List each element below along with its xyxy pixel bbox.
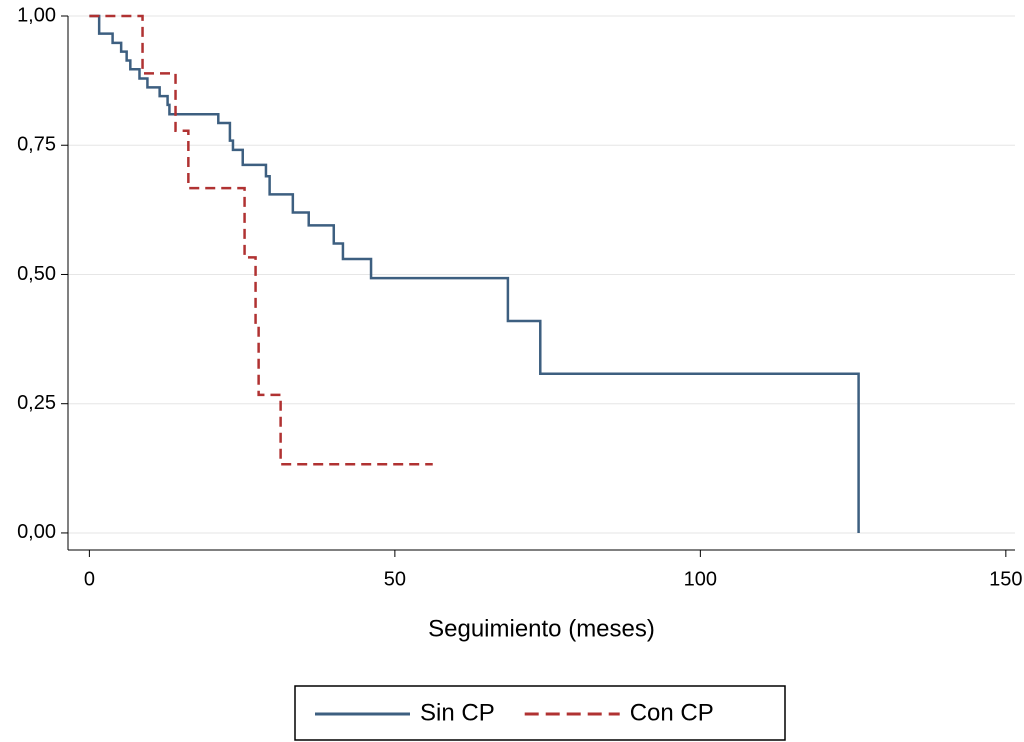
y-tick-label: 0,75 (17, 134, 56, 156)
x-axis-title: Seguimiento (meses) (428, 615, 655, 642)
legend-label: Sin CP (420, 699, 495, 726)
x-tick-label: 100 (684, 568, 717, 590)
x-tick-label: 150 (989, 568, 1022, 590)
legend-label: Con CP (630, 699, 714, 726)
x-tick-label: 0 (84, 568, 95, 590)
survival-line (89, 14, 433, 466)
y-tick-label: 0,25 (17, 392, 56, 414)
y-tick-label: 0,50 (17, 263, 56, 285)
y-tick-label: 0,00 (17, 521, 56, 543)
y-tick-label: 1,00 (17, 4, 56, 26)
x-tick-label: 50 (384, 568, 406, 590)
survival-line (89, 14, 860, 533)
